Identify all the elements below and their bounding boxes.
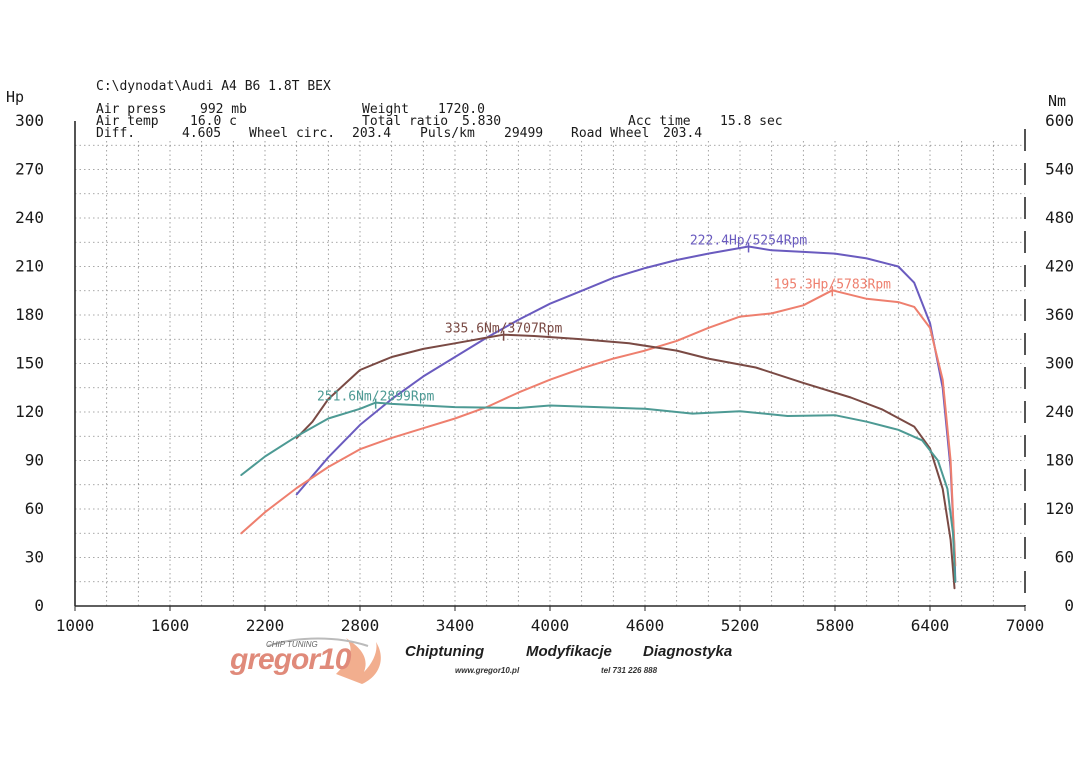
annotation-label-1: 222.4Hp/5254Rpm bbox=[690, 233, 808, 248]
series-line-4 bbox=[240, 401, 957, 583]
x-tick-label: 7000 bbox=[1006, 616, 1045, 635]
air-press-label: Air press bbox=[96, 102, 167, 117]
right-tick-label: 360 bbox=[1045, 305, 1074, 324]
tick-labels: 1000 1600 2200 2800 3400 4000 4600 5200 5800 6400… bbox=[15, 111, 1074, 635]
left-tick-label: 120 bbox=[15, 402, 44, 421]
grid-lines bbox=[75, 141, 1025, 606]
right-tick-label: 180 bbox=[1045, 451, 1074, 470]
puls-label: Puls/km bbox=[420, 126, 475, 141]
air-temp-value: 16.0 c bbox=[190, 114, 237, 129]
left-tick-label: 300 bbox=[15, 111, 44, 130]
series-layer bbox=[240, 245, 957, 590]
total-ratio-value: 5.830 bbox=[462, 114, 502, 129]
left-tick-label: 90 bbox=[25, 451, 44, 470]
annotation-layer: 222.4Hp/5254Rpm 195.3Hp/5783Rpm 335.6Nm/37… bbox=[317, 233, 892, 409]
right-tick-label: 420 bbox=[1045, 257, 1074, 276]
wheel-circ-value: 203.4 bbox=[352, 126, 392, 141]
total-ratio-label: Total ratio bbox=[362, 114, 449, 129]
diff-label: Diff. bbox=[96, 126, 136, 141]
left-tick-label: 210 bbox=[15, 257, 44, 276]
logo-flame-icon bbox=[267, 637, 381, 684]
air-temp-label: Air temp bbox=[96, 114, 159, 129]
weight-label: Weight bbox=[362, 102, 409, 117]
x-tick-label: 5800 bbox=[816, 616, 855, 635]
right-tick-label: 600 bbox=[1045, 111, 1074, 130]
x-tick-label: 2800 bbox=[341, 616, 380, 635]
logo: gregor10 bbox=[230, 643, 351, 676]
right-tick-label: 60 bbox=[1055, 548, 1074, 567]
right-tick-label: 120 bbox=[1045, 499, 1074, 518]
right-tick-label: 540 bbox=[1045, 160, 1074, 179]
chart-axes bbox=[74, 121, 1026, 611]
left-tick-label: 60 bbox=[25, 499, 44, 518]
wheel-circ-label: Wheel circ. bbox=[249, 126, 336, 141]
tagline-chiptuning: Chiptuning bbox=[405, 643, 485, 660]
left-tick-label: 0 bbox=[34, 596, 44, 615]
acc-time-value: 15.8 sec bbox=[720, 114, 783, 129]
x-tick-label: 1000 bbox=[56, 616, 95, 635]
annotation-label-2: 195.3Hp/5783Rpm bbox=[774, 277, 892, 292]
tagline-diagnostyka: Diagnostyka bbox=[643, 643, 733, 660]
series-line-1 bbox=[295, 245, 957, 583]
annotation-label-3: 335.6Nm/3707Rpm bbox=[445, 322, 563, 337]
series-line-2 bbox=[240, 289, 957, 567]
x-tick-label: 6400 bbox=[911, 616, 950, 635]
diff-value: 4.605 bbox=[182, 126, 222, 141]
left-tick-label: 150 bbox=[15, 354, 44, 373]
road-wheel-label: Road Wheel bbox=[571, 126, 650, 141]
annotation-label-4: 251.6Nm/2899Rpm bbox=[317, 390, 435, 405]
phone-number: tel 731 226 888 bbox=[601, 666, 658, 675]
left-tick-label: 180 bbox=[15, 305, 44, 324]
file-path: C:\dynodat\Audi A4 B6 1.8T BEX bbox=[96, 79, 331, 94]
acc-time-label: Acc time bbox=[628, 114, 691, 129]
x-tick-label: 3400 bbox=[436, 616, 475, 635]
logo-subtext: CHIP TUNING bbox=[266, 640, 318, 649]
right-tick-label: 480 bbox=[1045, 208, 1074, 227]
left-tick-label: 270 bbox=[15, 160, 44, 179]
left-tick-label: 240 bbox=[15, 208, 44, 227]
left-tick-label: 30 bbox=[25, 548, 44, 567]
series-line-3 bbox=[295, 333, 956, 590]
x-tick-label: 2200 bbox=[246, 616, 285, 635]
x-tick-label: 4000 bbox=[531, 616, 570, 635]
air-press-value: 992 mb bbox=[200, 102, 247, 117]
puls-value: 29499 bbox=[504, 126, 544, 141]
x-tick-label: 5200 bbox=[721, 616, 760, 635]
x-tick-label: 1600 bbox=[151, 616, 190, 635]
right-tick-label: 240 bbox=[1045, 402, 1074, 421]
right-tick-label: 300 bbox=[1045, 354, 1074, 373]
x-tick-label: 4600 bbox=[626, 616, 665, 635]
tagline-modyfikacje: Modyfikacje bbox=[526, 643, 612, 660]
right-tick-label: 0 bbox=[1064, 596, 1074, 615]
weight-value: 1720.0 bbox=[438, 102, 485, 117]
left-axis-unit: Hp bbox=[6, 88, 25, 106]
road-wheel-value: 203.4 bbox=[663, 126, 703, 141]
right-axis-unit: Nm bbox=[1048, 92, 1067, 110]
website-link[interactable]: www.gregor10.pl bbox=[455, 666, 520, 675]
